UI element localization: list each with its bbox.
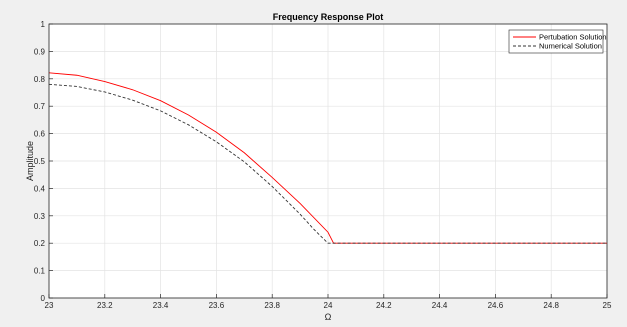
y-tick-label: 0.4 bbox=[34, 184, 46, 193]
x-tick-label: 24 bbox=[324, 301, 333, 310]
y-tick-label: 0 bbox=[41, 294, 46, 303]
x-tick-label: 24.4 bbox=[432, 301, 448, 310]
y-tick-label: 0.9 bbox=[34, 47, 46, 56]
x-axis-label: Ω bbox=[325, 312, 332, 322]
x-tick-label: 23.2 bbox=[97, 301, 113, 310]
y-tick-label: 0.7 bbox=[34, 102, 46, 111]
x-tick-label: 24.2 bbox=[376, 301, 392, 310]
series-layer bbox=[48, 72, 607, 244]
x-tick-label: 25 bbox=[603, 301, 612, 310]
x-tick-label: 23.6 bbox=[209, 301, 225, 310]
legend-label-pertubation: Pertubation Solution bbox=[539, 33, 607, 42]
y-tick-label: 0.6 bbox=[34, 130, 46, 139]
y-axis-label: Amplitude bbox=[25, 141, 35, 181]
y-tick-label: 0.1 bbox=[34, 267, 46, 276]
x-tick-label: 24.8 bbox=[543, 301, 559, 310]
x-tick-label: 23.4 bbox=[153, 301, 169, 310]
y-tick-label: 1 bbox=[41, 20, 46, 29]
legend: Pertubation Solution Numerical Solution bbox=[508, 29, 607, 54]
ticks: 23 23.2 23.4 23.6 23.8 24 24.2 24.4 24.6 24.8 25 0 0… bbox=[34, 20, 612, 310]
legend-box bbox=[508, 29, 604, 54]
chart-title: Frequency Response Plot bbox=[273, 12, 384, 22]
x-tick-label: 24.6 bbox=[488, 301, 504, 310]
x-tick-label: 23.8 bbox=[264, 301, 280, 310]
y-tick-label: 0.8 bbox=[34, 75, 46, 84]
legend-label-numerical: Numerical Solution bbox=[539, 42, 602, 51]
x-tick-label: 23 bbox=[45, 301, 54, 310]
y-tick-label: 0.5 bbox=[34, 157, 46, 166]
series-line-numerical bbox=[48, 83, 607, 244]
y-tick-label: 0.3 bbox=[34, 212, 46, 221]
y-tick-label: 0.2 bbox=[34, 239, 46, 248]
